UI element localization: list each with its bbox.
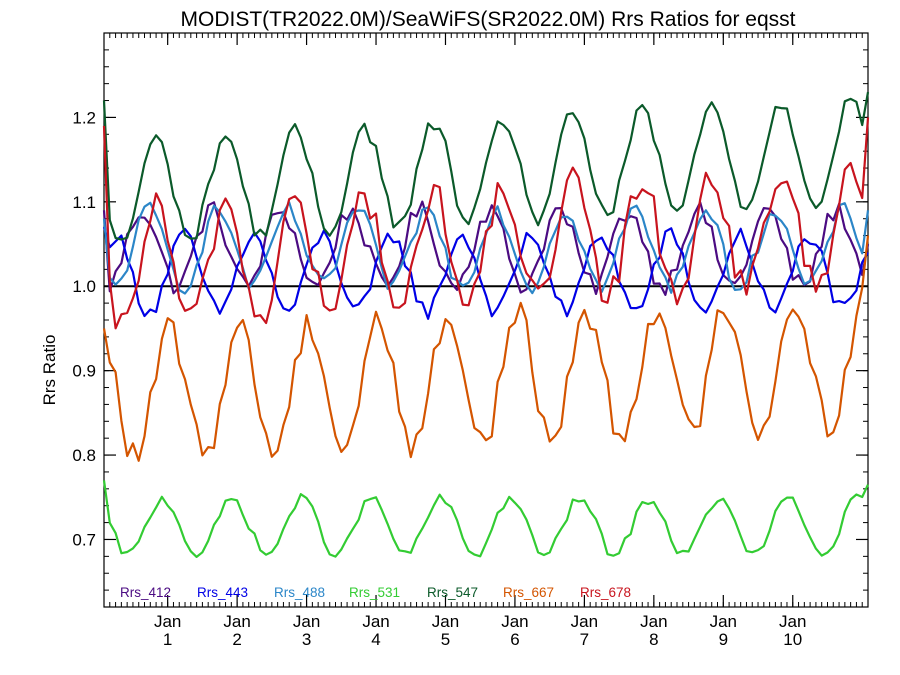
legend-label-rrs_678: Rrs_678 [580,585,631,600]
y-tick-label: 0.8 [72,446,96,465]
x-tick-label-year: 9 [719,630,728,649]
x-tick-label-year: 5 [441,630,450,649]
y-axis-label: Rrs Ratio [40,335,59,406]
x-tick-label-month: Jan [571,612,598,631]
y-tick-label: 0.7 [72,530,96,549]
x-tick-label-year: 2 [232,630,241,649]
x-tick-label-month: Jan [432,612,459,631]
chart-title: MODIST(TR2022.0M)/SeaWiFS(SR2022.0M) Rrs… [181,8,796,31]
x-tick-label-year: 3 [302,630,311,649]
series-line-rrs_667 [102,235,870,462]
legend-label-rrs_667: Rrs_667 [503,585,554,600]
x-tick-label-month: Jan [362,612,389,631]
x-tick-label-year: 7 [580,630,589,649]
y-tick-label: 0.9 [72,362,96,381]
series-line-rrs_412 [102,200,870,296]
series-line-rrs_678 [102,117,870,330]
x-tick-label-year: 6 [510,630,519,649]
x-tick-label-month: Jan [154,612,181,631]
y-tick-label: 1.1 [72,193,96,212]
x-tick-label-year: 1 [163,630,172,649]
series-line-rrs_531 [102,480,869,558]
x-tick-label-year: 8 [649,630,658,649]
x-tick-label-month: Jan [640,612,667,631]
x-tick-label-month: Jan [223,612,250,631]
plot-frame [103,32,869,608]
series-line-rrs_443 [102,226,869,320]
legend-label-rrs_488: Rrs_488 [274,585,325,600]
x-tick-label-month: Jan [710,612,737,631]
y-tick-label: 1.2 [72,108,96,127]
x-tick-label-month: Jan [501,612,528,631]
legend-label-rrs_412: Rrs_412 [120,585,171,600]
y-tick-label: 1.0 [72,277,96,296]
x-tick-label-year: 10 [783,630,802,649]
x-tick-label-year: 4 [371,630,380,649]
x-tick-label-month: Jan [779,612,806,631]
series-line-rrs_547 [102,91,870,241]
legend-label-rrs_547: Rrs_547 [427,585,478,600]
legend-label-rrs_531: Rrs_531 [349,585,400,600]
legend-label-rrs_443: Rrs_443 [197,585,248,600]
x-tick-label-month: Jan [293,612,320,631]
plot-area: 0.70.80.91.01.11.2Jan1Jan2Jan3Jan4Jan5Ja… [72,32,870,649]
